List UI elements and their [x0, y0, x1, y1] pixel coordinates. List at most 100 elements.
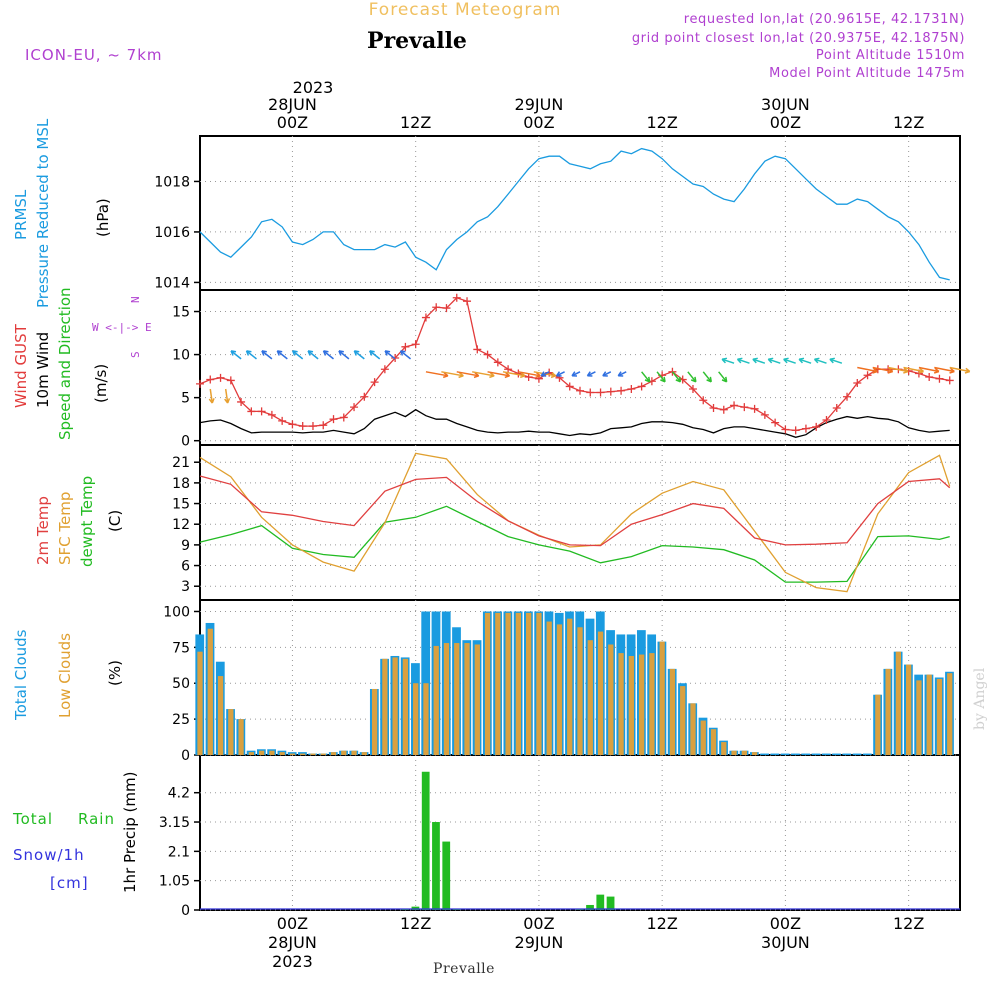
rain-bar: [606, 896, 615, 910]
wind-arrow: [752, 358, 766, 364]
pressure-label-2: Pressure Reduced to MSL: [34, 118, 52, 308]
rain-bar: [596, 894, 605, 910]
gust-marker: [781, 425, 790, 434]
wind-arrow: [718, 371, 728, 383]
wind-arrow: [323, 350, 334, 360]
pressure-line: [199, 147, 950, 281]
gust-marker: [504, 365, 513, 374]
ytick-label: 15: [172, 305, 190, 321]
ytick-label: 15: [172, 497, 190, 513]
low-cloud-bar: [556, 624, 563, 755]
gust-marker: [699, 396, 708, 405]
gust-marker: [925, 372, 934, 381]
low-cloud-bar: [310, 753, 316, 755]
wind-arrow: [857, 366, 878, 373]
t2m-label: 2m Temp: [34, 496, 52, 565]
low-cloud-bar: [443, 643, 450, 755]
low-cloud-bar: [638, 654, 645, 755]
wind-arrow: [949, 366, 970, 373]
wind-arrow-head: [964, 367, 971, 374]
low-cloud-bar: [248, 752, 254, 755]
gust-marker: [463, 297, 472, 306]
low-cloud-bar: [320, 753, 326, 755]
wind-arrow-head: [767, 357, 774, 364]
low-cloud-bar: [464, 643, 470, 755]
wind-arrow-head: [276, 350, 283, 356]
gust-marker: [411, 340, 420, 349]
wind-arrow-head: [949, 367, 955, 374]
gust-marker: [606, 387, 615, 396]
t2m-line: [199, 475, 951, 547]
gust-marker: [329, 415, 338, 424]
bottom-date-label: 28JUN: [268, 933, 317, 952]
wind-arrow: [671, 371, 682, 383]
low-cloud-bar: [269, 750, 275, 755]
gust-marker: [771, 418, 780, 427]
gust-marker: [935, 374, 944, 383]
footer-location: Prevalle: [433, 961, 495, 977]
wind-arrow: [353, 350, 365, 360]
gust-marker: [473, 345, 482, 354]
gust-marker: [832, 403, 841, 412]
total-cloud-bar: [842, 753, 852, 755]
temp-unit: (C): [106, 510, 124, 532]
wind-arrow: [209, 388, 214, 404]
bottom-time-label: 12Z: [400, 914, 431, 933]
wind-arrow: [887, 366, 909, 373]
low-cloud-bar: [433, 645, 439, 755]
low-cloud-bar: [526, 612, 532, 755]
gust-marker: [288, 420, 297, 429]
wind-arrow-head: [550, 372, 557, 379]
low-cloud-bar: [597, 631, 604, 755]
low-cloud-bar: [700, 720, 706, 755]
dewpoint-line: [199, 505, 950, 583]
wind-arrow-head: [783, 357, 789, 364]
low-cloud-bar: [936, 678, 943, 755]
wind-arrow-head: [369, 350, 375, 356]
low-cloud-bar: [238, 719, 244, 755]
wind-arrow-head: [736, 357, 743, 364]
wind-arrow: [441, 371, 464, 377]
low-cloud-bar: [926, 674, 932, 755]
total-cloud-bar: [852, 753, 862, 755]
wind-arrow-head: [292, 350, 298, 356]
sfc-label: SFC Temp: [56, 492, 74, 565]
low-cloud-bar: [608, 644, 614, 755]
low-cloud-bar: [947, 673, 953, 755]
wind-arrow-head: [353, 350, 360, 356]
wind-arrow: [425, 371, 449, 377]
low-cloud-bar: [413, 683, 419, 755]
wind-arrow: [721, 358, 735, 364]
gust-marker: [278, 416, 287, 425]
pressure-label-1: PRMSL: [12, 189, 30, 240]
low-cloud-bar: [371, 688, 378, 755]
product-title: Forecast Meteogram: [369, 0, 562, 20]
wind-speed-line: [199, 408, 950, 438]
wind-arrow: [783, 358, 796, 364]
ytick-label: 0: [181, 748, 190, 764]
low-cloud-bar: [197, 651, 203, 755]
wind-arrow: [934, 366, 955, 373]
total-cloud-bar: [832, 753, 841, 755]
bottom-time-label: 12Z: [646, 914, 677, 933]
dew-label: dewpt Temp: [78, 476, 96, 567]
wind-arrow: [369, 350, 381, 360]
bottom-time-label: 00Z: [277, 914, 308, 933]
low-cloud-bar: [484, 612, 491, 755]
low-cloud-bar: [279, 752, 285, 755]
wind-arrow-head: [721, 376, 728, 383]
low-cloud-bar: [751, 752, 758, 755]
wind-arrow-head: [887, 367, 894, 374]
top-date-label: 29JUN: [515, 95, 564, 114]
wind-arrow-head: [586, 371, 593, 377]
gust-marker: [380, 365, 389, 374]
wind-arrow-head: [602, 371, 608, 377]
wind-arrow: [230, 350, 242, 360]
wind-arrow: [768, 358, 781, 364]
wind-arrow: [737, 358, 750, 364]
low-cloud-bar: [546, 621, 552, 755]
rain-bar: [411, 906, 420, 910]
bottom-time-label: 00Z: [523, 914, 554, 933]
ytick-label: 4.2: [168, 786, 190, 802]
low-cloud-bar: [916, 680, 922, 755]
